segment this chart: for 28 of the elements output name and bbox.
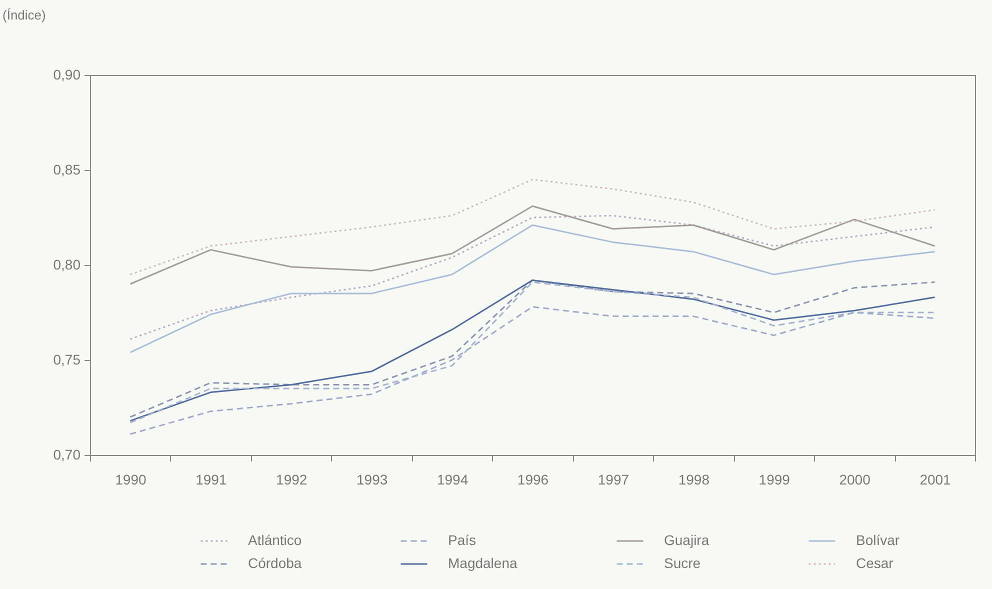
x-tick-label: 1990 [115,472,147,488]
line-series [129,178,936,276]
y-tick-label: 0,80 [53,256,81,272]
line-series [129,224,936,354]
legend-label: Cesar [856,555,894,571]
x-tick-label: 1999 [758,472,790,488]
legend-label: Córdoba [248,555,302,571]
y-tick-label: 0,70 [53,446,81,462]
legend-label: Bolívar [856,532,900,548]
legend-label: Sucre [664,555,701,571]
x-tick-label: 1994 [436,472,468,488]
x-tick-label: 1992 [276,472,308,488]
line-series [129,205,936,285]
legend-label: Magdalena [448,555,518,571]
legend-label: País [448,532,476,548]
y-tick-label: 0,85 [53,162,81,178]
x-tick-label: 2001 [920,472,952,488]
x-tick-label: 1997 [598,472,630,488]
x-tick-label: 1996 [517,472,549,488]
legend-label: Atlántico [248,532,302,548]
y-tick-label: 0,75 [53,352,81,368]
x-tick-label: 1993 [356,472,388,488]
y-tick-label: 0,90 [53,66,81,82]
x-tick-label: 2000 [839,472,871,488]
legend-label: Guajira [664,532,710,548]
y-axis-title: (Índice) [2,8,46,22]
x-tick-label: 1998 [678,472,710,488]
x-tick-label: 1991 [196,472,227,488]
